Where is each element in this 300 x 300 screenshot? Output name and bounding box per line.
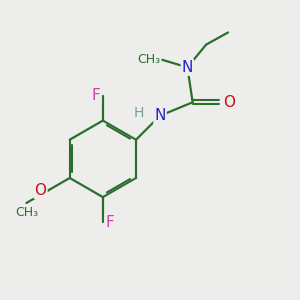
Text: CH₃: CH₃	[15, 206, 38, 219]
Text: O: O	[34, 183, 46, 198]
Text: H: H	[134, 106, 144, 120]
Text: N: N	[154, 108, 166, 123]
Text: O: O	[224, 95, 236, 110]
Text: N: N	[182, 60, 193, 75]
Text: F: F	[105, 214, 114, 230]
Text: CH₃: CH₃	[137, 53, 160, 66]
Text: F: F	[92, 88, 100, 103]
